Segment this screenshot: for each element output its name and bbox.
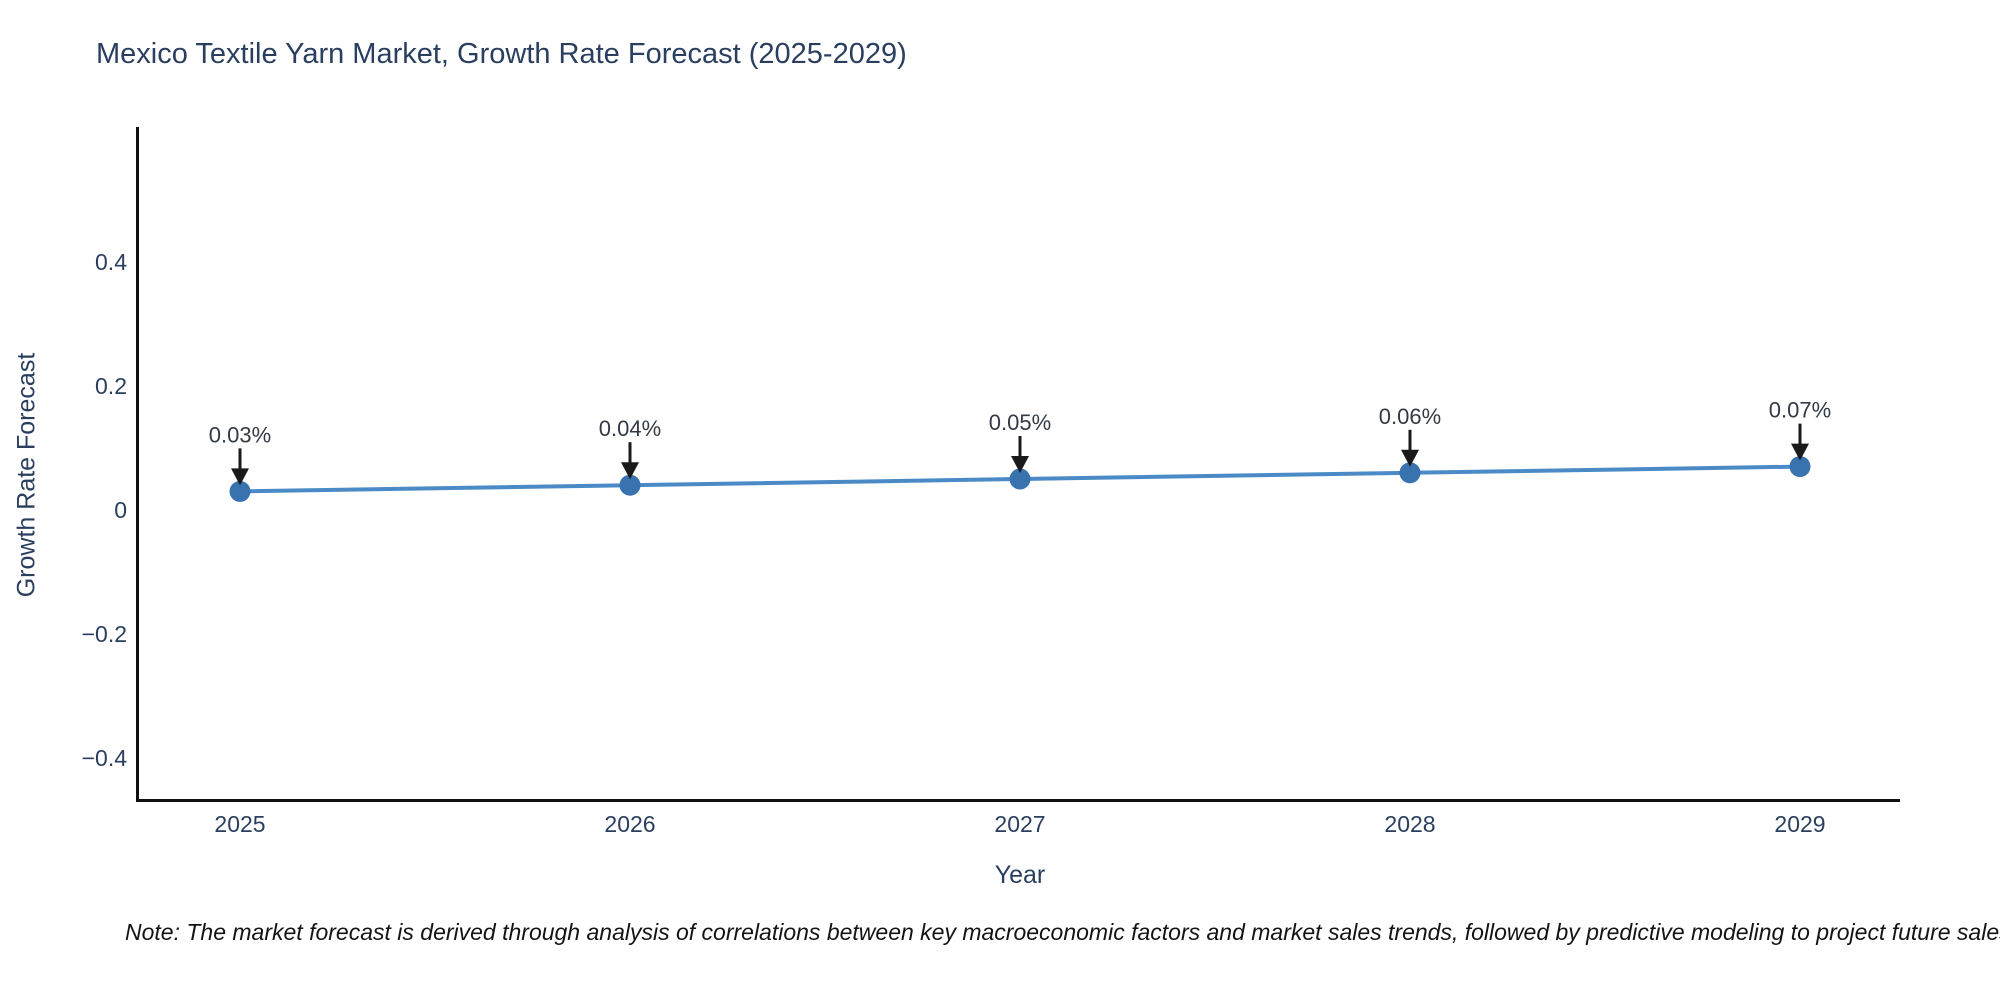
- x-axis-tick-labels: 2025 2026 2027 2028 2029: [214, 811, 1825, 837]
- point-value-label: 0.06%: [1379, 404, 1441, 429]
- point-value-label: 0.07%: [1769, 398, 1831, 423]
- point-annotations: 0.03% 0.04% 0.05% 0.06% 0.07%: [209, 398, 1831, 486]
- data-point-marker[interactable]: [229, 480, 251, 502]
- annotation-arrowhead-icon: [231, 468, 249, 486]
- footnote: Note: The market forecast is derived thr…: [125, 919, 2000, 945]
- point-value-label: 0.04%: [599, 416, 661, 441]
- annotation-arrowhead-icon: [1011, 456, 1029, 473]
- x-axis-title: Year: [994, 861, 1046, 889]
- y-tick-label: 0.4: [95, 249, 127, 275]
- data-point-marker[interactable]: [1399, 462, 1421, 484]
- annotation-arrowhead-icon: [621, 462, 639, 480]
- y-axis-title: Growth Rate Forecast: [12, 352, 41, 598]
- y-tick-label: 0.2: [95, 373, 127, 399]
- x-tick-label: 2026: [604, 811, 655, 837]
- chart-title: Mexico Textile Yarn Market, Growth Rate …: [96, 38, 907, 70]
- line-series: [229, 456, 1811, 502]
- point-value-label: 0.05%: [989, 410, 1051, 435]
- point-value-label: 0.03%: [209, 422, 271, 447]
- y-tick-label: 0: [114, 497, 127, 523]
- annotation-arrowhead-icon: [1791, 443, 1809, 461]
- x-tick-label: 2025: [214, 811, 265, 837]
- annotation-arrowhead-icon: [1401, 449, 1419, 467]
- x-tick-label: 2029: [1774, 811, 1825, 837]
- y-tick-label: −0.2: [82, 621, 127, 647]
- data-point-marker[interactable]: [619, 474, 641, 496]
- x-tick-label: 2027: [994, 811, 1045, 837]
- x-tick-label: 2028: [1384, 811, 1435, 837]
- data-point-marker[interactable]: [1789, 456, 1811, 478]
- y-tick-label: −0.4: [82, 745, 128, 771]
- data-point-marker[interactable]: [1009, 468, 1031, 490]
- y-axis-tick-labels: 0.4 0.2 0 −0.2 −0.4: [82, 249, 128, 771]
